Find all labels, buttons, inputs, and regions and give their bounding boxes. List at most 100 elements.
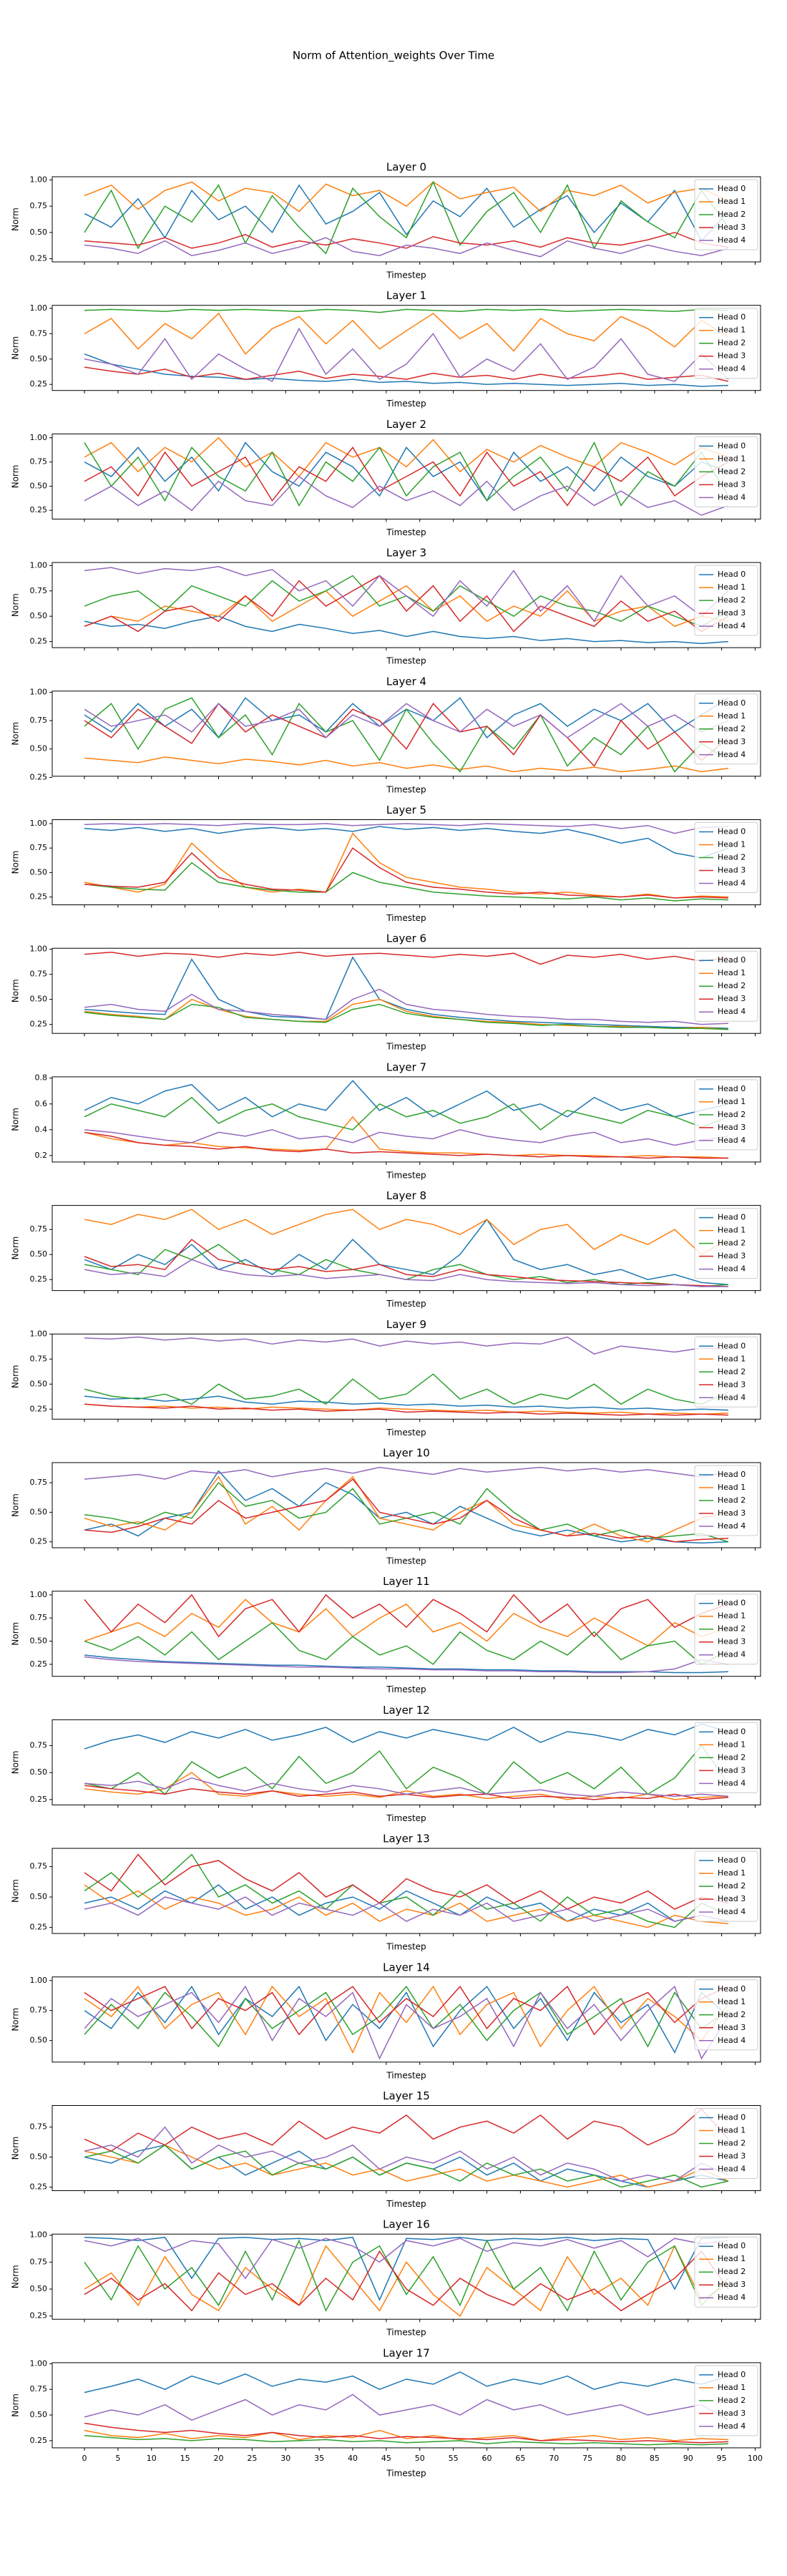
series-line <box>84 998 729 1030</box>
y-axis-label: Norm <box>11 2265 21 2288</box>
legend: Head 0 Head 1 Head 2 Head 3 Head 4 <box>694 2108 758 2179</box>
legend-label: Head 0 <box>718 1727 746 1736</box>
series-line <box>84 1218 729 1285</box>
legend-box <box>694 2108 758 2179</box>
legend-label: Head 4 <box>718 879 746 888</box>
legend-box <box>694 1722 758 1793</box>
legend-label: Head 2 <box>718 1110 746 1119</box>
subplot-title: Layer 10 <box>383 1447 430 1460</box>
y-tick-label: 1.00 <box>30 2358 48 2368</box>
legend-box <box>694 1465 758 1536</box>
x-axis-label: Timestep <box>386 1556 426 1566</box>
y-tick-label: 0.50 <box>30 2284 48 2293</box>
y-tick-label: 0.75 <box>30 1862 48 1871</box>
legend-label: Head 1 <box>718 2126 746 2135</box>
series-line <box>84 1985 729 2054</box>
legend: Head 0 Head 1 Head 2 Head 3 Head 4 <box>694 1722 758 1793</box>
x-tick-label: 85 <box>650 2454 660 2463</box>
y-tick-label: 1.00 <box>30 945 48 954</box>
series-line <box>84 1096 729 1131</box>
series-line <box>84 2144 729 2188</box>
series-line <box>84 1403 729 1416</box>
y-tick-label: 0.50 <box>30 1379 48 1388</box>
legend-label: Head 0 <box>718 441 746 450</box>
y-tick-label: 0.8 <box>35 1073 48 1083</box>
plot-area <box>84 1594 729 1674</box>
series-line <box>84 1475 729 1543</box>
subplot-title: Layer 12 <box>383 1704 430 1717</box>
axes-frame <box>52 433 761 519</box>
legend: Head 0 Head 1 Head 2 Head 3 Head 4 <box>694 308 758 379</box>
x-tick-label: 70 <box>549 2454 559 2463</box>
series-line <box>84 447 729 507</box>
legend-label: Head 4 <box>718 2036 746 2045</box>
plot-area <box>84 2236 729 2317</box>
y-axis-label: Norm <box>11 1493 21 1517</box>
legend-label: Head 2 <box>718 467 746 476</box>
y-axis-label: Norm <box>11 1108 21 1131</box>
subplot-title: Layer 2 <box>386 418 426 431</box>
legend-box <box>694 1979 758 2051</box>
axes-frame <box>52 1462 761 1548</box>
series-line <box>84 2236 729 2301</box>
series-line <box>84 232 729 249</box>
legend-label: Head 1 <box>718 968 746 977</box>
legend-label: Head 1 <box>718 1868 746 1878</box>
legend: Head 0 Head 1 Head 2 Head 3 Head 4 <box>694 693 758 765</box>
series-line <box>84 1003 729 1030</box>
series-line <box>84 327 729 382</box>
y-tick-label: 0.25 <box>30 1020 48 1029</box>
legend: Head 0 Head 1 Head 2 Head 3 Head 4 <box>694 2365 758 2436</box>
y-axis-label: Norm <box>11 593 21 617</box>
x-tick-label: 50 <box>415 2454 425 2463</box>
legend-label: Head 0 <box>718 313 746 322</box>
legend-label: Head 0 <box>718 1084 746 1093</box>
x-tick-label: 60 <box>482 2454 492 2463</box>
y-tick-label: 0.75 <box>30 2257 48 2266</box>
legend-label: Head 2 <box>718 1367 746 1376</box>
y-tick-label: 0.75 <box>30 201 48 210</box>
subplot-title: Layer 11 <box>383 1575 430 1588</box>
legend-label: Head 1 <box>718 582 746 592</box>
y-tick-label: 1.00 <box>30 1590 48 1599</box>
y-tick-label: 0.50 <box>30 481 48 490</box>
legend-label: Head 3 <box>718 351 746 361</box>
subplot-title: Layer 17 <box>383 2346 430 2359</box>
subplot: Layer 5 Norm Timestep 0.25 0.50 0.75 1.00 Head … <box>11 804 761 923</box>
y-tick-label: 0.75 <box>30 1741 48 1750</box>
y-axis-label: Norm <box>11 851 21 874</box>
y-axis-label: Norm <box>11 1365 21 1388</box>
legend-label: Head 4 <box>718 1264 746 1274</box>
series-line <box>84 952 729 965</box>
subplot-title: Layer 5 <box>386 804 426 816</box>
series-line <box>84 1723 729 1750</box>
y-tick-label: 0.25 <box>30 1659 48 1669</box>
series-line <box>84 862 729 902</box>
legend: Head 0 Head 1 Head 2 Head 3 Head 4 <box>694 1594 758 1665</box>
subplot: Layer 17 Norm Timestep 0.25 0.50 0.75 1.00 0 5 10… <box>11 2346 763 2478</box>
plot-area <box>84 1985 729 2060</box>
plot-area <box>84 2371 729 2446</box>
series-line <box>84 475 729 516</box>
x-tick-label: 45 <box>381 2454 391 2463</box>
legend-box <box>694 693 758 765</box>
series-line <box>84 1478 729 1543</box>
legend-label: Head 1 <box>718 2254 746 2263</box>
y-tick-label: 0.25 <box>30 1537 48 1546</box>
legend: Head 0 Head 1 Head 2 Head 3 Head 4 <box>694 1465 758 1536</box>
plot-area <box>84 823 729 902</box>
y-axis-label: Norm <box>11 1879 21 1903</box>
y-axis-label: Norm <box>11 1751 21 1775</box>
series-line <box>84 1896 729 1922</box>
y-tick-label: 0.50 <box>30 611 48 620</box>
x-tick-label: 5 <box>115 2454 120 2463</box>
x-axis-label: Timestep <box>386 1428 426 1438</box>
series-line <box>84 2422 729 2444</box>
subplot: Layer 4 Norm Timestep 0.25 0.50 0.75 1.00 Head … <box>11 675 761 794</box>
y-tick-label: 0.75 <box>30 457 48 467</box>
legend: Head 0 Head 1 Head 2 Head 3 Head 4 <box>694 1979 758 2051</box>
x-axis-label: Timestep <box>386 1813 426 1823</box>
y-tick-label: 1.00 <box>30 2230 48 2240</box>
legend-label: Head 4 <box>718 621 746 630</box>
